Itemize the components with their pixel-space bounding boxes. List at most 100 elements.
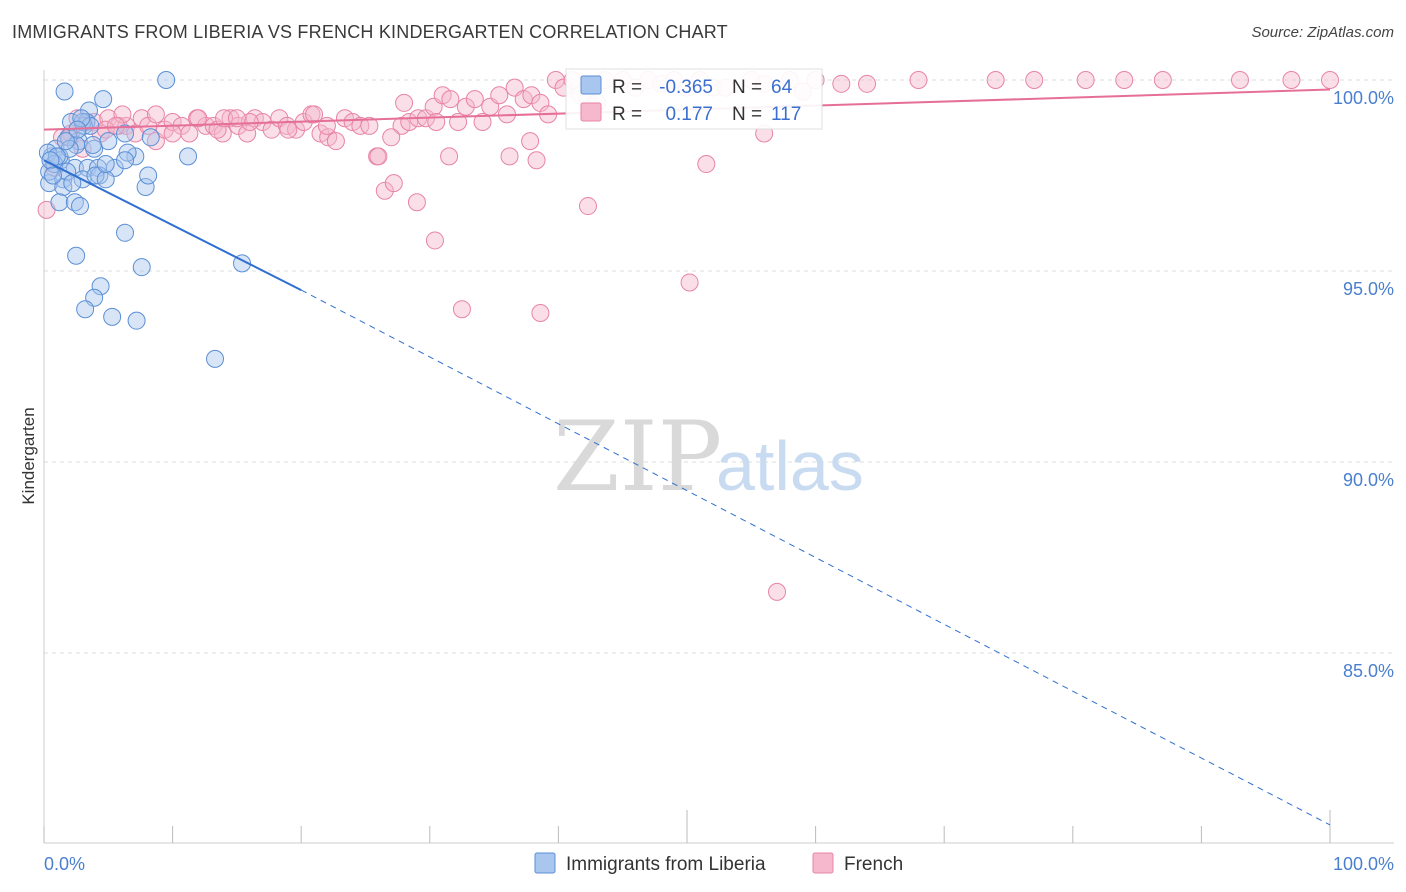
- stats-legend: R = -0.365 N = 64 R = 0.177 N = 117: [565, 68, 823, 130]
- x-tick-label-max: 100.0%: [1333, 854, 1394, 874]
- data-point[interactable]: [1153, 71, 1172, 89]
- stats-swatch-liberia: [580, 75, 602, 95]
- data-point[interactable]: [96, 120, 115, 139]
- data-point[interactable]: [490, 86, 509, 105]
- data-point[interactable]: [427, 113, 446, 132]
- data-point[interactable]: [55, 82, 74, 101]
- data-point[interactable]: [305, 105, 324, 124]
- data-point[interactable]: [116, 151, 135, 170]
- data-point[interactable]: [189, 109, 208, 128]
- stats-n-liberia: 64: [771, 77, 793, 98]
- data-point[interactable]: [768, 582, 787, 601]
- data-point[interactable]: [136, 177, 155, 196]
- data-point[interactable]: [697, 155, 716, 174]
- data-point[interactable]: [116, 223, 135, 242]
- data-point[interactable]: [395, 93, 414, 112]
- data-point[interactable]: [208, 120, 227, 139]
- data-point[interactable]: [382, 128, 401, 147]
- data-point[interactable]: [369, 147, 388, 166]
- data-point[interactable]: [407, 193, 426, 212]
- data-point[interactable]: [909, 71, 928, 89]
- data-point[interactable]: [221, 109, 240, 128]
- data-point[interactable]: [531, 304, 550, 323]
- data-point[interactable]: [41, 151, 60, 170]
- data-point[interactable]: [521, 132, 540, 151]
- data-point[interactable]: [67, 246, 86, 265]
- data-point[interactable]: [127, 311, 146, 330]
- data-point[interactable]: [44, 166, 63, 185]
- data-point[interactable]: [227, 109, 246, 128]
- data-point[interactable]: [441, 90, 460, 109]
- data-point[interactable]: [440, 147, 459, 166]
- data-point[interactable]: [1321, 71, 1339, 89]
- data-point[interactable]: [72, 109, 91, 128]
- data-point[interactable]: [103, 307, 122, 326]
- stats-box-bg: [565, 68, 823, 130]
- data-point[interactable]: [94, 90, 113, 109]
- data-point[interactable]: [1076, 71, 1095, 89]
- legend-swatch-french[interactable]: [812, 852, 834, 874]
- trend-line-liberia-extrapolated: [300, 289, 1331, 826]
- x-ticks: [43, 810, 1331, 843]
- data-point[interactable]: [986, 71, 1005, 89]
- data-point[interactable]: [238, 124, 257, 143]
- data-point[interactable]: [180, 124, 199, 143]
- data-point[interactable]: [163, 124, 182, 143]
- data-point[interactable]: [425, 231, 444, 250]
- data-point[interactable]: [132, 258, 151, 277]
- data-point[interactable]: [157, 71, 176, 89]
- gridlines: [44, 79, 1394, 654]
- data-point[interactable]: [146, 105, 165, 124]
- legend-swatch-liberia[interactable]: [534, 852, 556, 874]
- watermark-atlas: atlas: [716, 427, 864, 505]
- data-point[interactable]: [500, 147, 519, 166]
- data-point[interactable]: [50, 193, 69, 212]
- data-point[interactable]: [96, 170, 115, 189]
- data-point[interactable]: [360, 116, 379, 135]
- stats-n-label-french: N =: [732, 104, 762, 125]
- data-point[interactable]: [206, 349, 225, 368]
- data-point[interactable]: [279, 120, 298, 139]
- data-point[interactable]: [71, 197, 90, 216]
- data-point[interactable]: [86, 166, 105, 185]
- data-point[interactable]: [1282, 71, 1301, 89]
- data-point[interactable]: [139, 166, 158, 185]
- data-point[interactable]: [680, 273, 699, 292]
- legend-label-french[interactable]: French: [844, 854, 903, 875]
- data-point[interactable]: [99, 132, 118, 151]
- data-point[interactable]: [1115, 71, 1134, 89]
- data-point[interactable]: [832, 74, 851, 93]
- legend-label-liberia[interactable]: Immigrants from Liberia: [566, 854, 766, 875]
- data-point[interactable]: [215, 109, 234, 128]
- data-point[interactable]: [578, 197, 597, 216]
- data-point[interactable]: [326, 132, 345, 151]
- data-point[interactable]: [1025, 71, 1044, 89]
- stats-swatch-french: [580, 102, 602, 122]
- data-point[interactable]: [1230, 71, 1249, 89]
- data-point[interactable]: [56, 132, 75, 151]
- series-liberia-points: [38, 71, 252, 368]
- data-point[interactable]: [522, 86, 541, 105]
- data-point[interactable]: [351, 116, 370, 135]
- data-point[interactable]: [116, 124, 135, 143]
- data-point[interactable]: [452, 300, 471, 319]
- data-point[interactable]: [229, 116, 248, 135]
- stats-r-label-french: R =: [612, 104, 642, 125]
- bottom-legend: Immigrants from Liberia French: [534, 852, 903, 875]
- data-point[interactable]: [527, 151, 546, 170]
- data-point[interactable]: [107, 116, 126, 135]
- data-point[interactable]: [456, 97, 475, 116]
- data-point[interactable]: [113, 105, 132, 124]
- data-point[interactable]: [375, 181, 394, 200]
- data-point[interactable]: [91, 277, 110, 296]
- data-point[interactable]: [96, 155, 115, 174]
- data-point[interactable]: [473, 113, 492, 132]
- data-point[interactable]: [54, 177, 73, 196]
- data-point[interactable]: [384, 174, 403, 193]
- data-point[interactable]: [465, 90, 484, 109]
- data-point[interactable]: [83, 135, 102, 154]
- data-point[interactable]: [76, 300, 95, 319]
- data-point[interactable]: [858, 74, 877, 93]
- data-point[interactable]: [141, 128, 160, 147]
- data-point[interactable]: [179, 147, 198, 166]
